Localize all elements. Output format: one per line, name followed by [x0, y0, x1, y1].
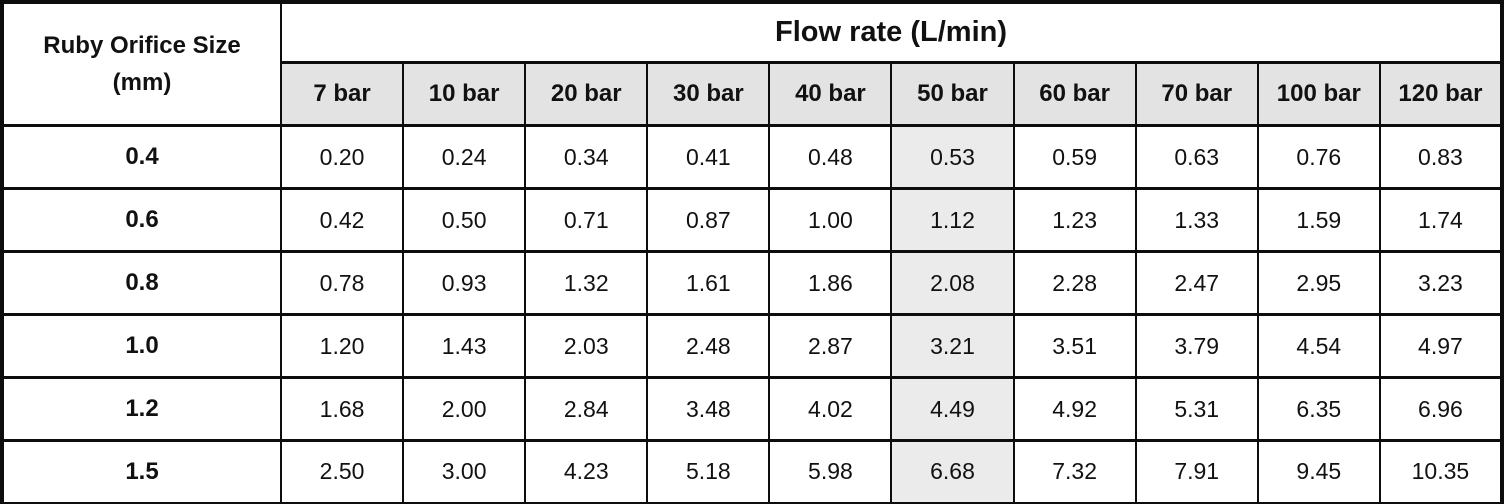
flow-value-cell: 5.31 [1134, 376, 1259, 442]
orifice-size-cell: 1.2 [1, 376, 282, 442]
title-row: Ruby Orifice Size (mm) Flow rate (L/min) [1, 0, 1503, 127]
flow-value-cell: 0.63 [1134, 124, 1259, 190]
flow-value-cell: 0.71 [524, 187, 649, 253]
flow-value-cell: 5.18 [646, 439, 771, 504]
flow-value-cell: 4.49 [890, 376, 1015, 442]
table-row: 1.5 2.50 3.00 4.23 5.18 5.98 6.68 7.32 7.91 9.45 1… [1, 439, 1504, 504]
orifice-size-cell: 0.6 [1, 187, 282, 253]
flow-value-cell: 5.98 [768, 439, 893, 504]
orifice-size-cell: 1.0 [1, 313, 282, 379]
flow-value-cell: 0.42 [279, 187, 405, 253]
flow-value-cell: 0.24 [402, 124, 527, 190]
flow-value-cell: 1.68 [279, 376, 405, 442]
flow-value-cell: 1.12 [890, 187, 1015, 253]
flow-value-cell: 6.35 [1256, 376, 1381, 442]
table-row: 0.6 0.42 0.50 0.71 0.87 1.00 1.12 1.23 1.33 1.59 1… [1, 187, 1504, 253]
table-row: 1.2 1.68 2.00 2.84 3.48 4.02 4.49 4.92 5.31 6.35 6… [1, 376, 1504, 442]
flow-value-cell: 3.79 [1134, 313, 1259, 379]
flow-value-cell: 0.50 [402, 187, 527, 253]
flow-value-cell: 2.03 [524, 313, 649, 379]
flow-value-cell: 10.35 [1378, 439, 1504, 504]
flow-value-cell: 3.48 [646, 376, 771, 442]
pressure-header-row: 7 bar 10 bar 20 bar 30 bar 40 bar 50 bar 60 ba… [2, 61, 1504, 127]
flow-value-cell: 3.51 [1012, 313, 1137, 379]
flow-value-cell: 0.87 [646, 187, 771, 253]
flow-value-cell: 0.41 [646, 124, 771, 190]
orifice-size-cell: 0.4 [1, 124, 282, 190]
table-title: Flow rate (L/min) [280, 0, 1503, 64]
flow-value-cell: 1.00 [768, 187, 893, 253]
flow-value-cell: 0.53 [890, 124, 1015, 190]
row-header-line1: Ruby Orifice Size [43, 31, 241, 59]
column-header: 120 bar [1378, 61, 1504, 127]
column-header: 50 bar [890, 61, 1015, 127]
orifice-size-cell: 1.5 [1, 439, 282, 504]
orifice-size-cell: 0.8 [1, 250, 282, 316]
flow-value-cell: 2.50 [279, 439, 405, 504]
flow-value-cell: 0.83 [1378, 124, 1504, 190]
flow-value-cell: 2.28 [1012, 250, 1137, 316]
flow-value-cell: 4.97 [1378, 313, 1504, 379]
column-header: 100 bar [1256, 61, 1381, 127]
flow-value-cell: 1.32 [524, 250, 649, 316]
table-row: 1.0 1.20 1.43 2.03 2.48 2.87 3.21 3.51 3.79 4.54 4… [1, 313, 1504, 379]
flow-value-cell: 1.33 [1134, 187, 1259, 253]
flow-value-cell: 4.92 [1012, 376, 1137, 442]
flow-value-cell: 9.45 [1256, 439, 1381, 504]
flow-value-cell: 4.54 [1256, 313, 1381, 379]
flow-value-cell: 7.32 [1012, 439, 1137, 504]
flow-value-cell: 2.95 [1256, 250, 1381, 316]
table-header: Ruby Orifice Size (mm) Flow rate (L/min)… [1, 0, 1504, 127]
flow-value-cell: 3.23 [1378, 250, 1504, 316]
flow-value-cell: 2.48 [646, 313, 771, 379]
flow-value-cell: 1.23 [1012, 187, 1137, 253]
flow-value-cell: 6.96 [1378, 376, 1504, 442]
flow-value-cell: 0.78 [279, 250, 405, 316]
table-row: 0.4 0.20 0.24 0.34 0.41 0.48 0.53 0.59 0.63 0.76 0… [1, 124, 1504, 190]
flow-value-cell: 1.20 [279, 313, 405, 379]
flow-value-cell: 2.00 [402, 376, 527, 442]
flow-value-cell: 3.00 [402, 439, 527, 504]
flow-value-cell: 1.74 [1378, 187, 1504, 253]
row-header-title: Ruby Orifice Size (mm) [1, 0, 282, 127]
flow-value-cell: 1.61 [646, 250, 771, 316]
flow-value-cell: 3.21 [890, 313, 1015, 379]
table-row: 0.8 0.78 0.93 1.32 1.61 1.86 2.08 2.28 2.47 2.95 3… [1, 250, 1504, 316]
flow-value-cell: 1.43 [402, 313, 527, 379]
flow-value-cell: 0.76 [1256, 124, 1381, 190]
flow-value-cell: 6.68 [890, 439, 1015, 504]
flow-value-cell: 7.91 [1134, 439, 1259, 504]
column-header: 7 bar [279, 61, 405, 127]
flow-value-cell: 1.86 [768, 250, 893, 316]
column-header: 20 bar [524, 61, 649, 127]
flow-value-cell: 2.87 [768, 313, 893, 379]
flow-value-cell: 0.48 [768, 124, 893, 190]
flow-value-cell: 4.02 [768, 376, 893, 442]
column-header: 10 bar [402, 61, 527, 127]
flow-value-cell: 0.59 [1012, 124, 1137, 190]
column-header: 60 bar [1012, 61, 1137, 127]
flow-value-cell: 1.59 [1256, 187, 1381, 253]
flow-value-cell: 0.93 [402, 250, 527, 316]
flow-value-cell: 0.20 [279, 124, 405, 190]
flow-value-cell: 2.47 [1134, 250, 1259, 316]
flow-value-cell: 2.08 [890, 250, 1015, 316]
column-header: 70 bar [1134, 61, 1259, 127]
column-header: 40 bar [768, 61, 893, 127]
column-header: 30 bar [646, 61, 771, 127]
flow-value-cell: 4.23 [524, 439, 649, 504]
flow-value-cell: 0.34 [524, 124, 649, 190]
row-header-line2: (mm) [112, 69, 172, 96]
flow-value-cell: 2.84 [524, 376, 649, 442]
table-body: 0.4 0.20 0.24 0.34 0.41 0.48 0.53 0.59 0.63 0.76 0… [1, 124, 1504, 504]
